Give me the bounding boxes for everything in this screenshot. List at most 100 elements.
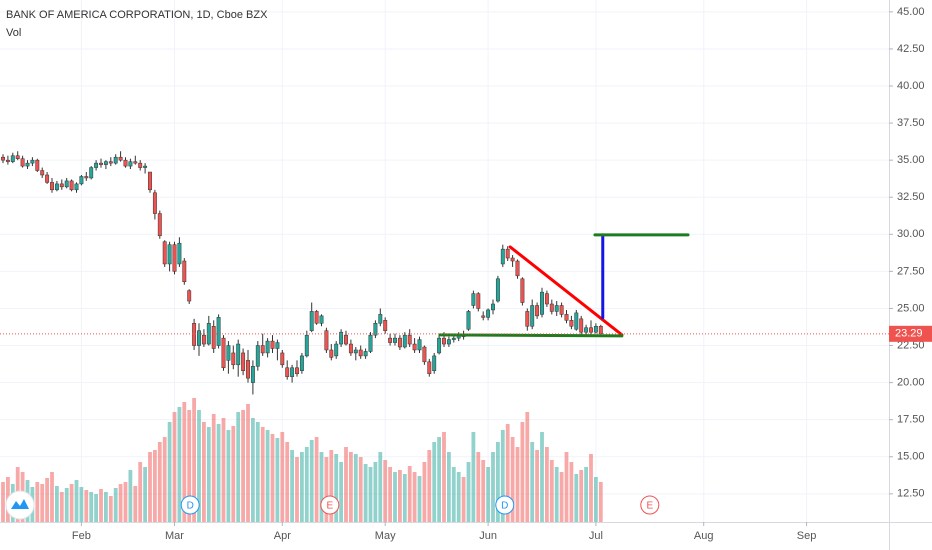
- y-tick-label: 30.00: [897, 228, 925, 240]
- candle-body: [172, 244, 177, 272]
- y-tick-label: 20.00: [897, 377, 925, 389]
- candle-body: [280, 352, 285, 366]
- candle-body: [412, 343, 417, 351]
- candle-body: [285, 367, 290, 377]
- candle-body: [40, 170, 45, 176]
- volume-bar: [319, 452, 324, 522]
- volume-bar: [564, 452, 569, 522]
- candle-body: [446, 339, 451, 345]
- event-label: E: [326, 501, 333, 512]
- candle-body: [59, 183, 64, 188]
- volume-bar: [172, 412, 177, 522]
- volume-bar: [1, 482, 5, 522]
- candle-body: [339, 331, 344, 345]
- candle-body: [74, 183, 79, 191]
- x-tick-label: Jul: [589, 530, 603, 542]
- volume-bar: [417, 476, 422, 522]
- candle-body: [187, 290, 192, 302]
- volume-bar: [314, 437, 319, 522]
- volume-bar: [260, 427, 265, 522]
- volume-bar: [246, 404, 250, 522]
- candle-body: [211, 326, 216, 349]
- candle-body: [491, 303, 495, 311]
- y-tick-label: 15.00: [897, 451, 925, 463]
- volume-bar: [339, 462, 343, 522]
- volume-bar: [216, 424, 221, 522]
- volume-bar: [324, 457, 329, 522]
- logo-circle[interactable]: [5, 490, 35, 520]
- candle-body: [324, 330, 329, 351]
- volume-bar: [559, 472, 564, 522]
- candle-body: [192, 323, 197, 346]
- volume-bar: [353, 454, 358, 522]
- candle-body: [255, 345, 260, 367]
- candle-body: [128, 161, 133, 167]
- candle-body: [554, 305, 559, 312]
- volume-bar: [368, 467, 373, 522]
- candle-body: [10, 155, 15, 162]
- event-marker: [495, 495, 515, 515]
- volume-bar: [432, 442, 437, 522]
- volume-bar: [373, 462, 378, 522]
- volume-bar: [447, 452, 451, 522]
- candle-body: [270, 340, 275, 349]
- volume-bar: [461, 477, 466, 522]
- chart-title: BANK OF AMERICA CORPORATION, 1D, Cboe BZ…: [6, 9, 268, 21]
- y-tick-label: 37.50: [897, 117, 925, 129]
- y-tick-label: 40.00: [897, 80, 925, 92]
- candle-body: [246, 360, 250, 379]
- candle-body: [143, 165, 148, 168]
- candle-body: [393, 337, 397, 343]
- candle-body: [226, 345, 231, 361]
- volume-bar: [549, 460, 554, 522]
- candle-body: [197, 330, 201, 346]
- x-tick-label: Apr: [274, 530, 291, 542]
- volume-bar: [231, 426, 236, 522]
- volume-bar: [128, 470, 133, 522]
- candle-body: [148, 171, 152, 191]
- volume-bar: [167, 422, 172, 522]
- volume-bar: [251, 418, 255, 522]
- volume-bar: [349, 452, 353, 522]
- event-marker: [640, 495, 660, 515]
- volume-bar: [202, 422, 206, 522]
- y-tick-label: 42.50: [897, 43, 925, 55]
- candle-body: [25, 162, 30, 167]
- volume-bar: [574, 474, 579, 522]
- volume-bar: [275, 438, 280, 522]
- candle-body: [540, 291, 544, 315]
- x-tick-label: Aug: [694, 530, 714, 542]
- indicator-label: Vol: [6, 27, 21, 39]
- candle-body: [505, 248, 510, 259]
- event-label: D: [187, 501, 194, 512]
- volume-bar: [598, 482, 603, 522]
- volume-bar: [442, 432, 446, 522]
- candle-body: [589, 327, 593, 333]
- volume-bar: [35, 482, 40, 522]
- candle-body: [35, 159, 40, 171]
- candle-body: [358, 349, 363, 357]
- candle-body: [544, 293, 549, 305]
- candle-body: [290, 367, 295, 377]
- volume-bar: [265, 430, 270, 522]
- candle-body: [451, 337, 456, 340]
- volume-pane: [1, 398, 603, 522]
- candle-body: [422, 346, 427, 363]
- volume-bar: [69, 484, 74, 522]
- candle-body: [417, 339, 422, 351]
- volume-bar: [579, 470, 584, 522]
- volume-bar: [79, 487, 84, 522]
- logo-icon[interactable]: [11, 499, 29, 509]
- volume-bar: [304, 447, 309, 522]
- candle-body: [231, 352, 236, 366]
- volume-bar: [530, 442, 535, 522]
- volume-bar: [407, 466, 412, 522]
- candle-body: [353, 349, 358, 354]
- volume-bar: [486, 467, 490, 522]
- candle-body: [319, 315, 324, 324]
- candle-body: [432, 355, 437, 371]
- event-label: D: [501, 501, 508, 512]
- logo[interactable]: [5, 490, 35, 520]
- volume-bar: [118, 484, 123, 522]
- candle-body: [216, 317, 221, 346]
